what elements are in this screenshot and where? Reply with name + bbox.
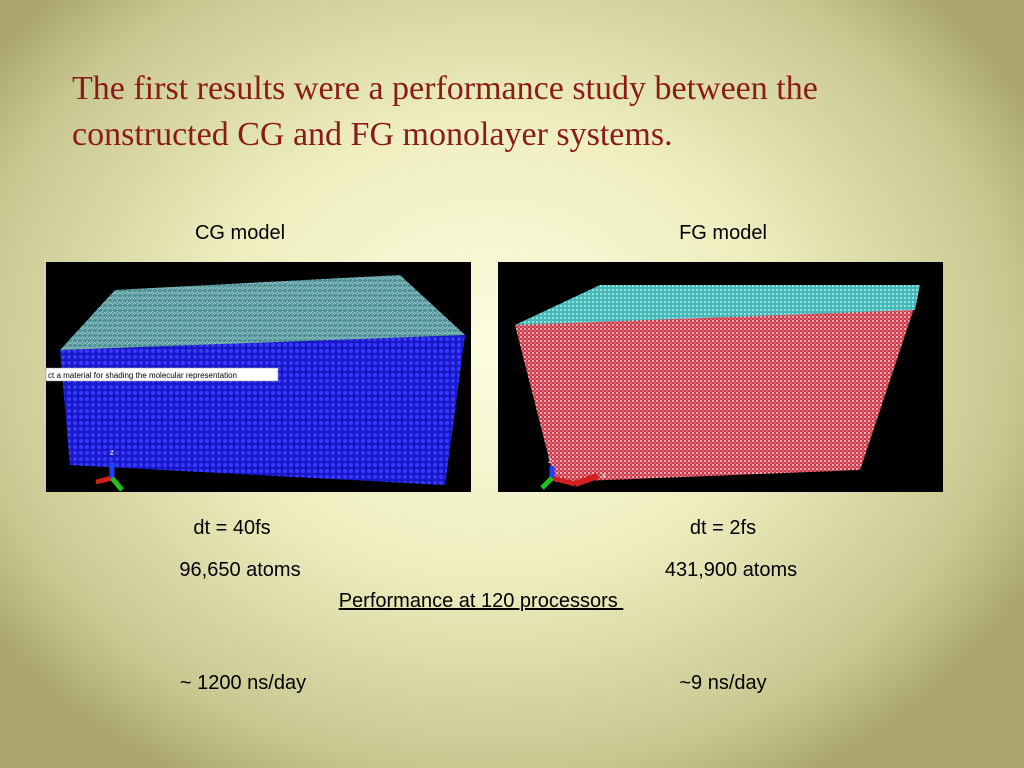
title-line: constructed CG and FG monolayer systems. <box>72 116 673 153</box>
axis-label: z <box>548 456 552 465</box>
slide-title: The first results were a performance stu… <box>72 66 818 158</box>
fg-image: z x <box>498 262 943 492</box>
timestep: dt = 40fs <box>193 517 271 539</box>
timestep: dt = 2fs <box>689 517 757 539</box>
panel-label: CG model <box>194 222 286 244</box>
performance: ~9 ns/day <box>679 672 767 694</box>
cg-image: ct a material for shading the molecular … <box>45 262 471 492</box>
axis-label: z <box>110 448 114 457</box>
atom-count: 96,650 atoms <box>179 559 301 581</box>
tooltip: ct a material for shading the molecular … <box>48 371 237 380</box>
performance-heading: Performance at 120 processors <box>338 590 624 612</box>
performance: ~ 1200 ns/day <box>179 672 307 694</box>
axis-label: x <box>602 471 606 480</box>
atom-count: 431,900 atoms <box>664 559 798 581</box>
title-line: The first results were a performance stu… <box>72 70 818 107</box>
panel-label: FG model <box>679 222 767 244</box>
